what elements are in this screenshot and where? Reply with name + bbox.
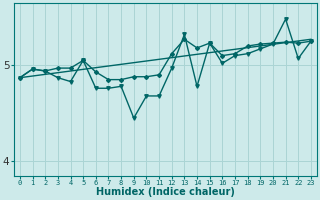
X-axis label: Humidex (Indice chaleur): Humidex (Indice chaleur): [96, 187, 235, 197]
